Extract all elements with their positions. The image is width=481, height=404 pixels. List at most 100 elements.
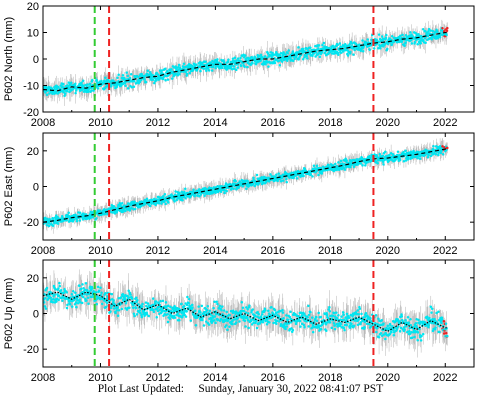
data-point xyxy=(196,194,199,197)
data-point xyxy=(243,65,246,68)
data-point xyxy=(56,215,59,219)
data-point xyxy=(284,53,287,57)
data-point xyxy=(235,321,238,324)
data-point xyxy=(401,33,404,37)
data-point xyxy=(430,38,434,41)
data-point xyxy=(88,292,91,296)
data-point xyxy=(121,292,125,296)
data-point xyxy=(216,184,219,188)
data-point xyxy=(59,288,63,292)
data-point xyxy=(434,152,438,156)
data-point xyxy=(216,302,219,306)
data-point xyxy=(81,295,85,299)
data-point xyxy=(47,296,50,300)
data-point xyxy=(57,298,60,302)
data-point xyxy=(161,77,165,81)
data-point xyxy=(140,305,144,308)
data-point xyxy=(404,41,407,44)
data-point xyxy=(51,297,55,301)
x-tick-label: 2022 xyxy=(433,117,457,129)
data-point xyxy=(95,217,98,220)
data-point xyxy=(184,187,187,190)
data-point xyxy=(417,150,420,154)
data-point xyxy=(66,303,69,307)
data-point xyxy=(418,157,422,160)
data-point xyxy=(136,75,140,79)
data-point xyxy=(124,302,128,305)
data-point xyxy=(384,36,388,40)
data-point xyxy=(151,297,155,300)
data-point xyxy=(75,89,78,92)
data-point xyxy=(95,302,98,306)
data-point xyxy=(364,164,367,167)
data-point xyxy=(262,175,266,179)
data-point xyxy=(68,303,72,306)
data-point xyxy=(67,211,70,215)
data-point xyxy=(131,306,135,310)
data-point xyxy=(377,33,381,36)
data-point xyxy=(235,59,238,62)
data-point xyxy=(234,312,237,315)
data-point xyxy=(100,79,103,83)
data-point xyxy=(345,159,348,162)
data-point xyxy=(398,158,402,162)
data-point xyxy=(73,84,77,87)
data-point xyxy=(375,38,378,42)
data-point xyxy=(293,174,296,178)
data-point xyxy=(210,69,214,72)
data-point xyxy=(97,289,101,292)
data-point xyxy=(431,29,435,33)
data-point xyxy=(145,197,149,201)
data-point xyxy=(153,81,156,85)
data-point xyxy=(127,289,130,292)
data-point xyxy=(128,209,132,212)
x-tick-label: 2020 xyxy=(376,117,400,129)
data-point xyxy=(385,33,388,37)
data-point xyxy=(161,194,165,198)
data-point xyxy=(406,158,410,161)
data-point xyxy=(232,64,236,68)
x-tick-label: 2016 xyxy=(261,117,285,129)
data-point xyxy=(128,306,131,309)
data-point xyxy=(234,310,238,313)
data-point xyxy=(202,191,205,195)
data-point xyxy=(121,73,125,77)
data-point xyxy=(212,306,215,310)
data-point xyxy=(184,315,188,318)
data-point xyxy=(246,179,249,183)
data-point xyxy=(359,162,363,165)
data-point xyxy=(438,36,442,39)
data-point xyxy=(293,57,296,61)
data-point xyxy=(381,154,385,158)
data-point xyxy=(305,54,308,58)
data-point xyxy=(49,296,53,299)
data-point xyxy=(402,150,405,154)
data-point xyxy=(116,305,119,309)
data-point xyxy=(367,41,370,44)
data-point xyxy=(82,213,86,216)
data-point xyxy=(302,174,305,178)
data-point xyxy=(85,299,88,302)
data-point xyxy=(339,159,343,163)
data-point xyxy=(135,313,139,316)
data-point xyxy=(410,42,414,45)
data-point xyxy=(104,305,108,309)
data-point xyxy=(311,54,314,57)
data-point xyxy=(244,54,247,57)
data-point xyxy=(70,305,74,308)
data-point xyxy=(424,41,427,45)
data-point xyxy=(43,305,47,308)
data-points xyxy=(42,26,449,98)
data-point xyxy=(158,303,162,307)
data-point xyxy=(241,306,245,310)
data-point xyxy=(420,36,424,39)
data-point xyxy=(226,60,230,64)
data-point xyxy=(62,291,66,295)
data-point xyxy=(291,59,295,63)
x-tick-label: 2014 xyxy=(203,245,227,257)
data-point xyxy=(241,62,245,65)
data-point xyxy=(220,309,223,312)
data-point xyxy=(199,69,202,73)
data-point xyxy=(182,62,186,65)
error-bars xyxy=(43,19,448,106)
